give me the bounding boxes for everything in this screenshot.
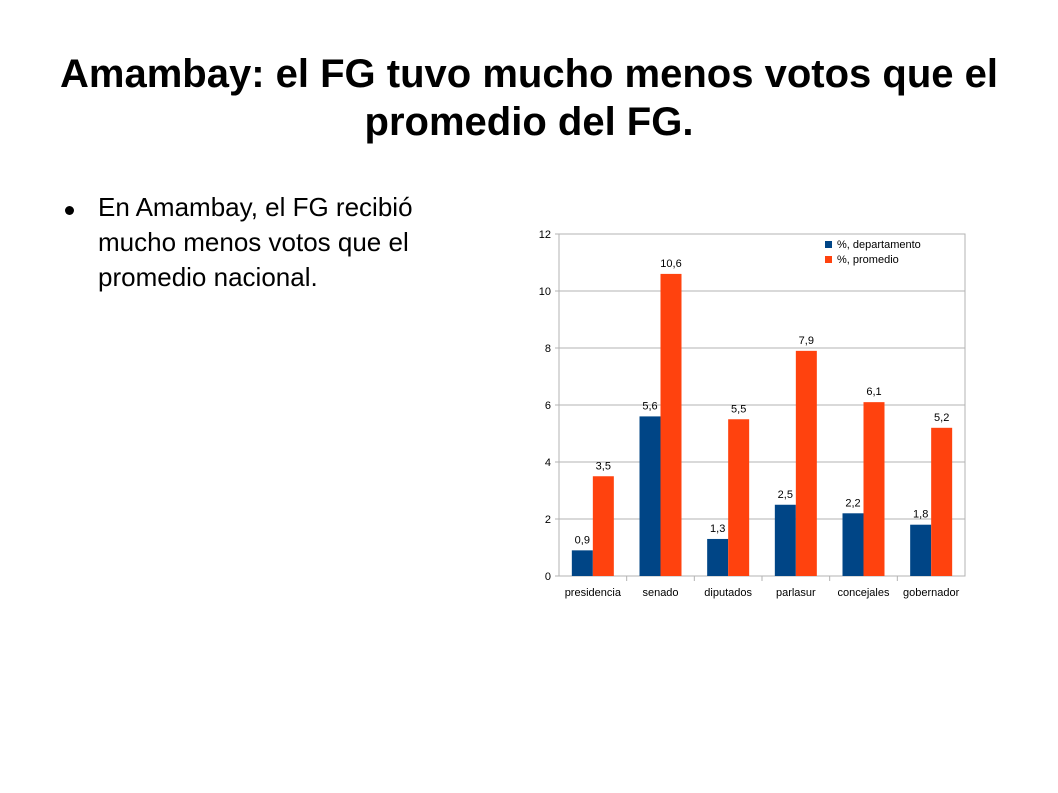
data-label: 2,2 [845,497,860,509]
bullet-text: En Amambay, el FG recibió mucho menos vo… [98,192,413,292]
data-label: 2,5 [778,489,793,501]
bar-promedio [795,350,817,576]
data-label: 0,9 [575,534,590,546]
bar-departamento [842,513,864,576]
data-label: 5,2 [934,412,949,424]
bar-promedio [863,402,885,576]
data-label: 1,3 [710,523,725,535]
bar-chart: 0 2 4 6 8 10 12 0,9 3,5 presidencia 5,6 10,6 senado 1… [520,215,990,615]
y-tick-label: 8 [545,343,551,355]
bar-promedio [660,273,682,576]
bullet-dot-icon [65,206,74,215]
y-tick-label: 4 [545,457,551,469]
y-tick-label: 2 [545,514,551,526]
x-category-label: diputados [704,587,752,599]
data-label: 7,9 [799,335,814,347]
x-category-label: concejales [838,587,890,599]
bar-departamento [910,524,932,576]
legend-swatch [825,256,832,263]
legend-label: %, promedio [837,254,899,266]
data-label: 10,6 [660,258,681,270]
y-tick-label: 12 [539,229,551,241]
data-label: 6,1 [866,386,881,398]
data-label: 5,5 [731,403,746,415]
bar-departamento [571,550,593,576]
x-category-label: senado [642,587,678,599]
data-label: 3,5 [596,460,611,472]
bar-promedio [592,476,614,576]
y-tick-label: 6 [545,400,551,412]
bullet-item: En Amambay, el FG recibió mucho menos vo… [62,190,462,295]
data-label: 5,6 [642,400,657,412]
bar-promedio [728,419,750,576]
legend-label: %, departamento [837,239,921,251]
bullet-list: En Amambay, el FG recibió mucho menos vo… [62,190,462,295]
x-category-label: parlasur [776,587,816,599]
bar-departamento [774,504,796,576]
data-label: 1,8 [913,509,928,521]
legend-swatch [825,241,832,248]
bar-departamento [639,416,661,576]
slide-title: Amambay: el FG tuvo mucho menos votos qu… [60,52,998,144]
x-category-label: presidencia [565,587,622,599]
chart-svg: 0 2 4 6 8 10 12 0,9 3,5 presidencia 5,6 10,6 senado 1… [539,229,966,599]
x-category-label: gobernador [903,587,960,599]
bar-promedio [931,427,953,576]
y-tick-label: 10 [539,286,551,298]
y-tick-label: 0 [545,571,551,583]
bar-departamento [707,538,729,576]
